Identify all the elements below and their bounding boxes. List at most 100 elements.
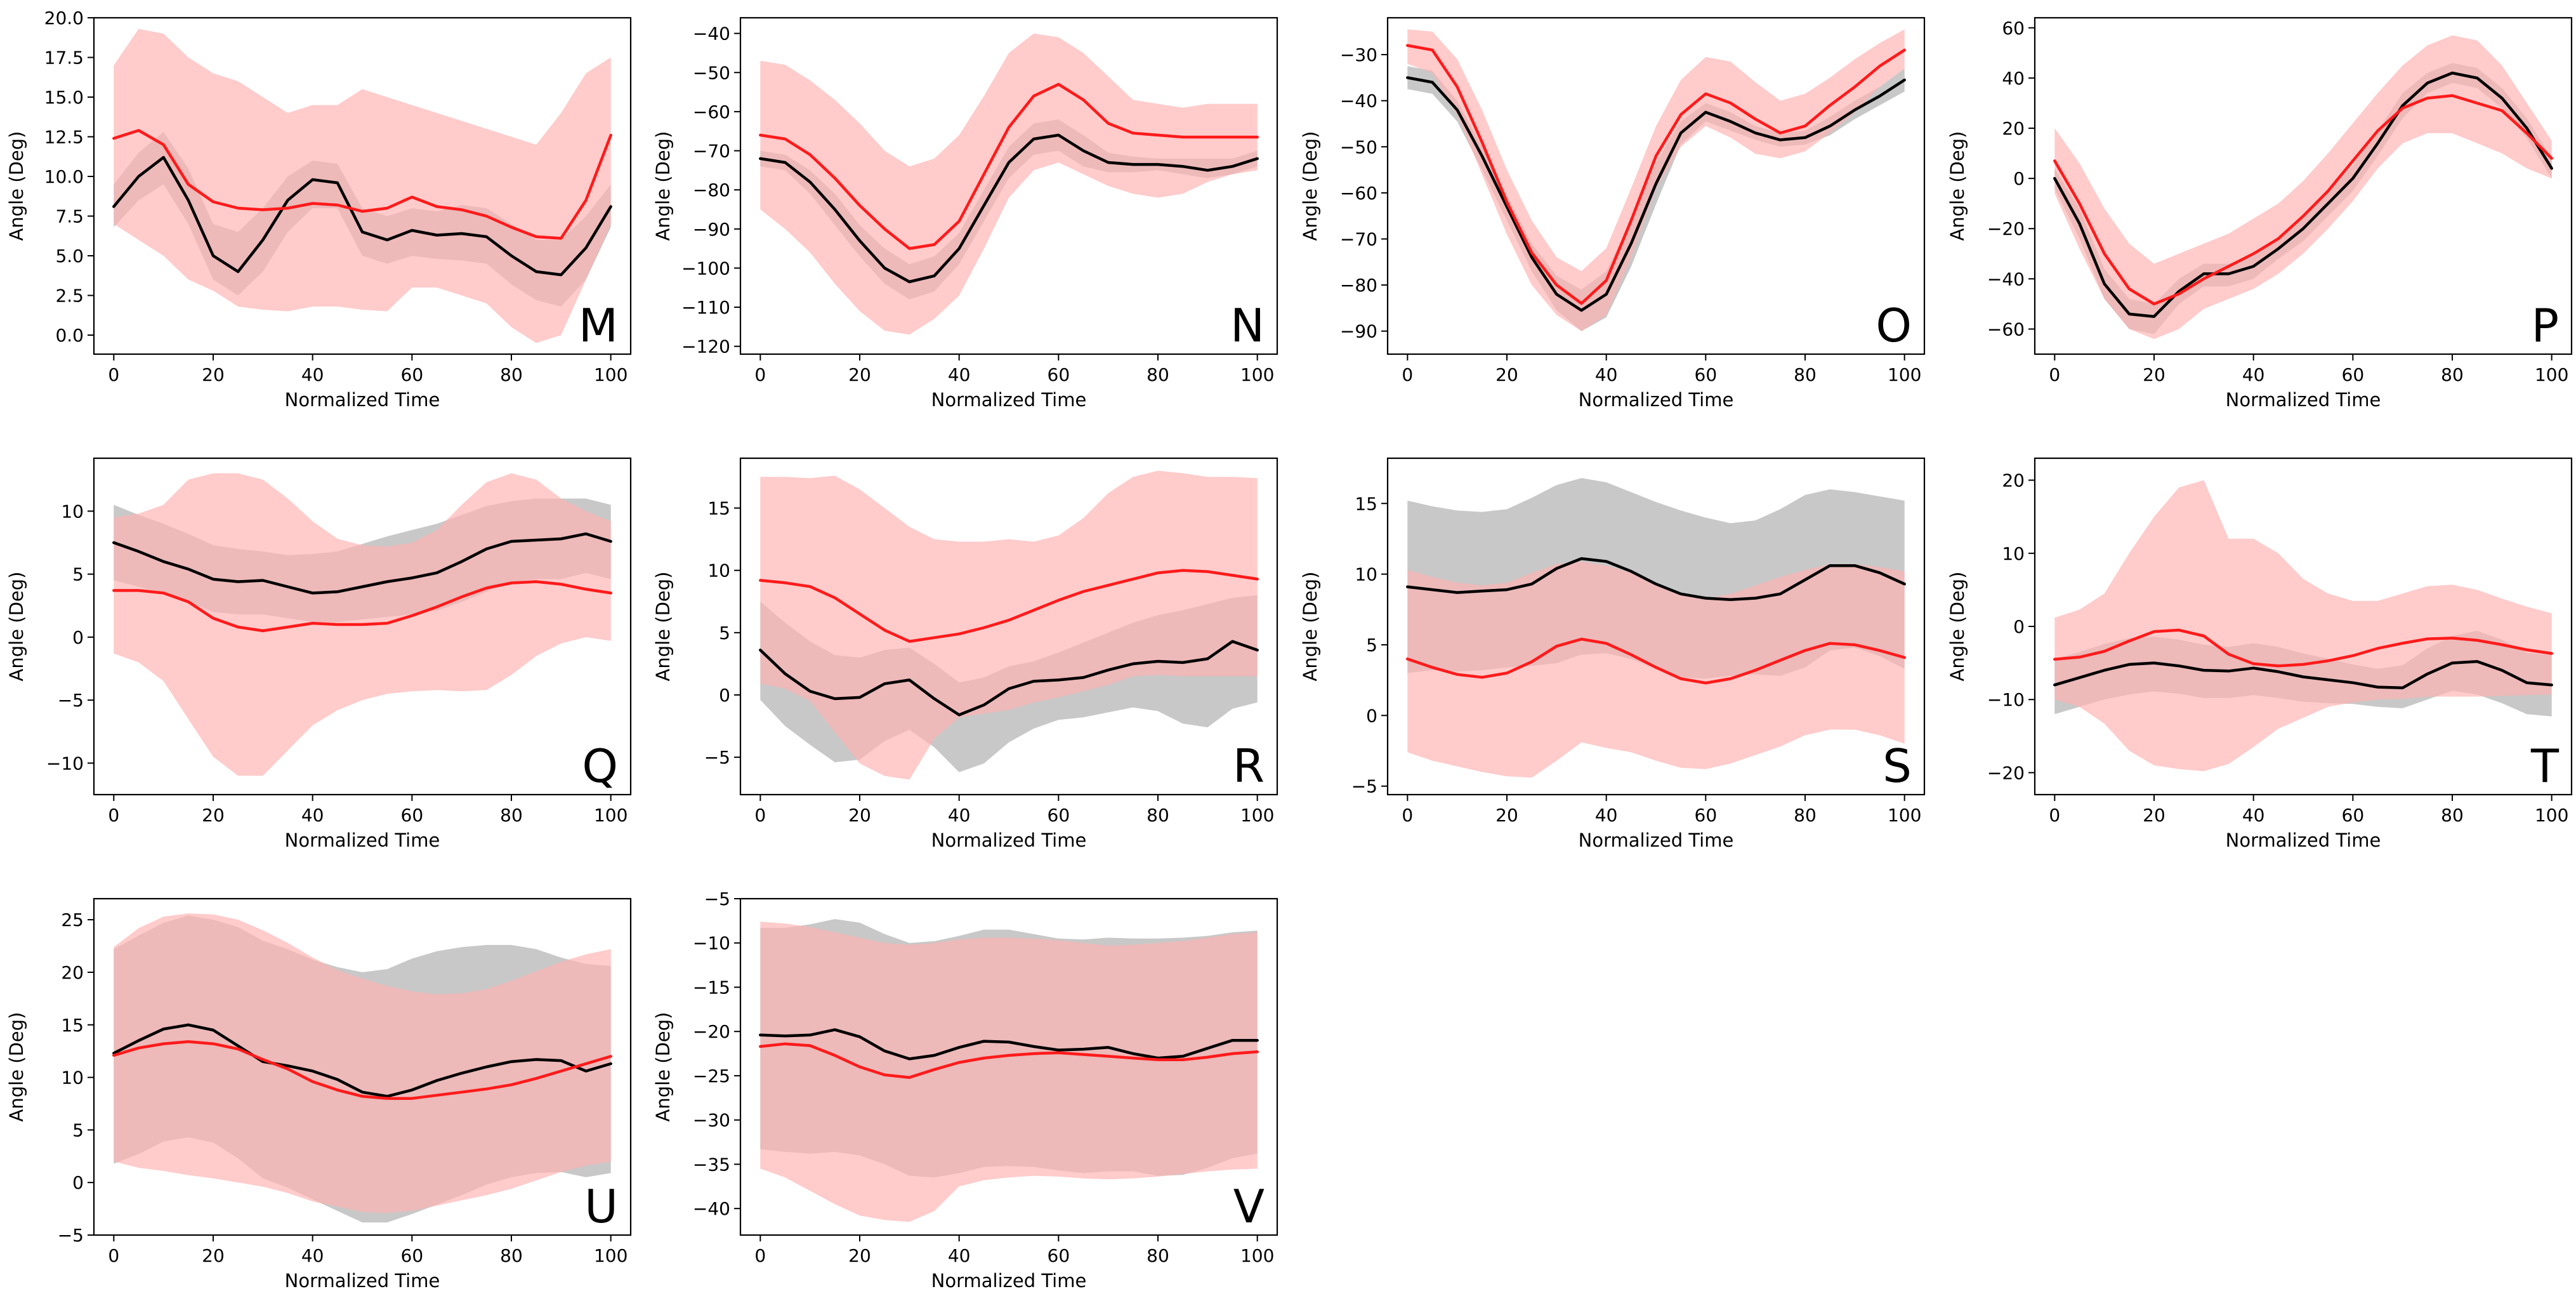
y-tick-label-m: 2.5 xyxy=(55,286,84,307)
red-band-p xyxy=(2054,35,2552,340)
panel-n: 0 20 40 60 80 100 −120 −110 −100 −90 −80 −70 −60 −50 −… xyxy=(652,17,1278,411)
x-tick-label-q: 20 xyxy=(202,805,225,826)
y-tick-label-n: −120 xyxy=(681,336,730,357)
x-tick-label-u: 60 xyxy=(401,1245,424,1266)
x-tick-label-v: 20 xyxy=(848,1245,871,1266)
x-tick-label-q: 60 xyxy=(401,805,424,826)
x-tick-label-u: 40 xyxy=(301,1245,324,1266)
x-tick-label-m: 0 xyxy=(108,364,119,385)
y-tick-label-r: 5 xyxy=(719,623,730,644)
axes-frame-r xyxy=(739,457,1278,796)
y-tick-label-u: 20 xyxy=(61,962,84,983)
x-tick-label-u: 80 xyxy=(500,1245,523,1266)
y-tick-label-s: 0 xyxy=(1366,705,1377,726)
black-line-r xyxy=(759,640,1259,717)
x-tick-label-s: 0 xyxy=(1402,805,1413,826)
red-band-o xyxy=(1407,29,1905,331)
y-tick-label-v: −25 xyxy=(693,1066,730,1087)
y-tick-label-p: −60 xyxy=(1987,319,2025,340)
y-tick-label-p: 0 xyxy=(2013,168,2025,189)
panel-letter-v: V xyxy=(1233,1180,1265,1233)
panel-q: 0 20 40 60 80 100 −10 −5 0 5 10 Normalized Time Angl… xyxy=(6,457,632,851)
panel-letter-r: R xyxy=(1233,739,1265,793)
x-tick-label-n: 40 xyxy=(948,364,971,385)
y-tick-label-m: 7.5 xyxy=(55,206,84,227)
x-axis-label-m: Normalized Time xyxy=(285,389,440,411)
panel-t: 0 20 40 60 80 100 −20 −10 0 10 20 Normalized Time An… xyxy=(1947,457,2573,851)
y-tick-label-o: −60 xyxy=(1340,183,1377,204)
x-axis-label-u: Normalized Time xyxy=(285,1270,440,1292)
panel-letter-p: P xyxy=(2532,299,2559,352)
axes-frame-q xyxy=(93,457,632,796)
panel-o: 0 20 40 60 80 100 −90 −80 −70 −60 −50 −40 −30 Normali… xyxy=(1299,17,1926,411)
x-tick-label-n: 0 xyxy=(754,364,766,385)
red-line-o xyxy=(1406,44,1906,305)
panel-p: 0 20 40 60 80 100 −60 −40 −20 0 20 40 60 Normalized T… xyxy=(1947,17,2573,411)
y-tick-label-p: 40 xyxy=(2002,68,2025,89)
y-tick-label-o: −70 xyxy=(1340,228,1377,249)
y-tick-label-v: −30 xyxy=(693,1110,730,1131)
y-tick-label-n: −100 xyxy=(681,258,730,279)
axes-frame-u xyxy=(93,897,632,1236)
axes-frame-s xyxy=(1386,457,1926,796)
x-tick-label-o: 0 xyxy=(1402,364,1413,385)
plot-area-o xyxy=(1406,29,1906,331)
x-tick-label-m: 100 xyxy=(594,364,628,385)
x-tick-label-m: 80 xyxy=(500,364,523,385)
red-band-s xyxy=(1407,561,1905,778)
y-tick-label-u: 15 xyxy=(61,1015,84,1036)
x-tick-label-t: 20 xyxy=(2143,805,2165,826)
red-band-n xyxy=(760,33,1258,335)
x-tick-label-t: 80 xyxy=(2441,805,2464,826)
x-tick-label-m: 40 xyxy=(301,364,324,385)
x-tick-label-v: 60 xyxy=(1048,1245,1070,1266)
y-tick-label-v: −40 xyxy=(693,1198,730,1219)
panel-letter-m: M xyxy=(579,299,618,352)
y-tick-label-q: −5 xyxy=(58,690,84,711)
x-tick-label-p: 0 xyxy=(2049,364,2060,385)
black-line-t xyxy=(2053,660,2553,690)
y-tick-label-m: 15.0 xyxy=(44,87,84,108)
panel-letter-s: S xyxy=(1883,739,1912,793)
y-tick-label-u: 10 xyxy=(61,1068,84,1088)
axes-frame-n xyxy=(739,17,1278,355)
x-tick-label-r: 100 xyxy=(1240,805,1274,826)
y-axis-label-p: Angle (Deg) xyxy=(1947,131,1968,241)
red-band-t xyxy=(2054,480,2552,772)
plot-area-m xyxy=(112,29,612,343)
panel-u: 0 20 40 60 80 100 −5 0 5 10 15 20 25 Normalized Time A… xyxy=(6,897,632,1292)
y-axis-label-n: Angle (Deg) xyxy=(652,131,674,241)
y-axis-label-t: Angle (Deg) xyxy=(1947,572,1968,682)
axes-frame-v xyxy=(739,897,1278,1236)
y-tick-label-o: −80 xyxy=(1340,275,1377,296)
x-tick-label-u: 20 xyxy=(202,1245,225,1266)
y-tick-label-r: −5 xyxy=(704,747,730,768)
y-tick-label-s: −5 xyxy=(1351,776,1377,797)
x-tick-label-v: 40 xyxy=(948,1245,971,1266)
plot-area-v xyxy=(759,919,1259,1222)
y-tick-label-o: −90 xyxy=(1340,321,1377,342)
x-tick-label-r: 40 xyxy=(948,805,971,826)
y-tick-label-v: −5 xyxy=(704,889,730,909)
red-line-s xyxy=(1406,637,1906,685)
x-tick-label-r: 60 xyxy=(1048,805,1070,826)
red-line-t xyxy=(2053,628,2553,668)
x-tick-label-u: 0 xyxy=(108,1245,119,1266)
x-tick-label-t: 60 xyxy=(2342,805,2365,826)
y-tick-label-u: 25 xyxy=(61,909,84,930)
plot-area-p xyxy=(2053,35,2553,340)
x-tick-label-s: 20 xyxy=(1495,805,1518,826)
y-tick-label-m: 17.5 xyxy=(44,48,84,69)
x-tick-label-q: 100 xyxy=(594,805,628,826)
x-axis-label-n: Normalized Time xyxy=(931,389,1087,411)
black-line-n xyxy=(759,133,1259,284)
y-tick-label-v: −15 xyxy=(693,977,730,998)
x-tick-label-n: 80 xyxy=(1147,364,1169,385)
y-tick-label-t: 0 xyxy=(2013,616,2025,637)
y-axis-label-v: Angle (Deg) xyxy=(652,1012,674,1122)
y-tick-label-v: −20 xyxy=(693,1021,730,1042)
y-tick-label-u: 0 xyxy=(72,1172,84,1193)
y-tick-label-v: −10 xyxy=(693,933,730,954)
y-tick-label-o: −50 xyxy=(1340,136,1377,157)
